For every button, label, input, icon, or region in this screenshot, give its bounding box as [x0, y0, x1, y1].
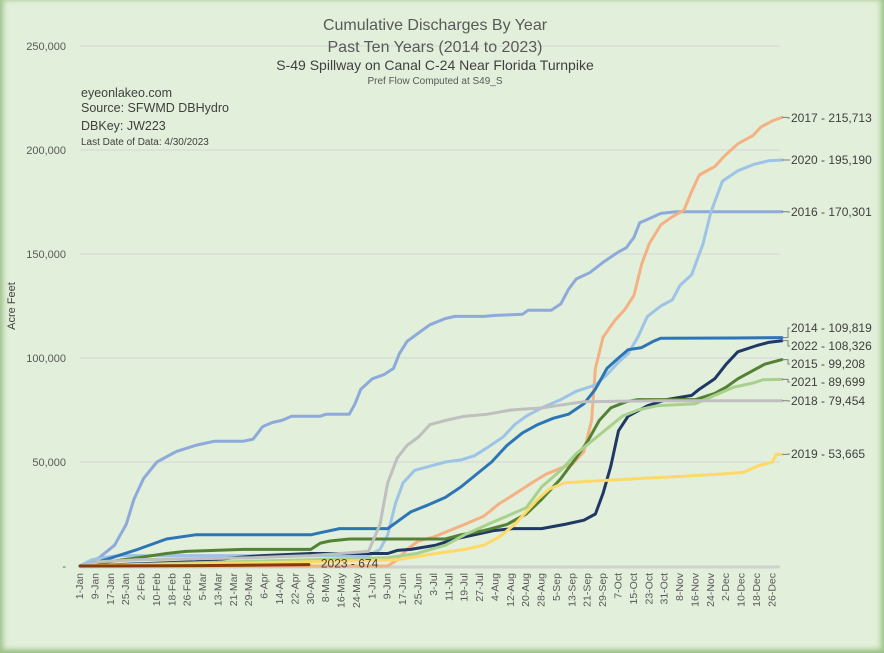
- x-tick-label: 26-Feb: [182, 573, 194, 606]
- x-tick-label: 23-Oct: [643, 573, 655, 605]
- series-line-2023: [78, 563, 311, 568]
- x-tick-label: 19-Jul: [459, 573, 471, 602]
- y-tick-label: 250,000: [26, 41, 66, 53]
- x-tick-label: 24-May: [351, 572, 363, 608]
- x-axis-ticks: 1-Jan 9-Jan 17-Jan 25-Jan 2-Feb 10-Feb 18-Feb 2…: [74, 572, 778, 608]
- x-tick-label: 8-May: [320, 572, 332, 602]
- x-tick-label: 14-Apr: [274, 572, 286, 604]
- leader-line: [782, 378, 790, 383]
- x-tick-label: 2-Dec: [720, 573, 732, 601]
- series-end-labels: 2016 - 170,301 2017 - 215,713 2020 - 195,1…: [321, 111, 872, 571]
- x-tick-label: 24-Nov: [705, 572, 717, 607]
- leader-line: [782, 340, 790, 347]
- x-tick-label: 13-Sep: [566, 573, 578, 607]
- x-tick-label: 30-Apr: [305, 572, 317, 604]
- y-tick-label: 150,000: [26, 249, 66, 261]
- chart-title: Cumulative Discharges By Year: [323, 17, 548, 34]
- y-tick-label: 200,000: [26, 145, 66, 157]
- leader-line: [782, 327, 790, 339]
- series-label-2019: 2019 - 53,665: [791, 447, 865, 461]
- series-line-2016: [78, 210, 784, 568]
- series-label-2023: 2023 - 674: [321, 557, 379, 571]
- x-tick-label: 10-Feb: [151, 573, 163, 606]
- x-tick-label: 15-Oct: [628, 573, 640, 605]
- x-tick-label: 16-Nov: [689, 572, 701, 607]
- chart-subtitle: S-49 Spillway on Canal C-24 Near Florida…: [276, 57, 594, 73]
- series-label-2014: 2014 - 109,819: [791, 321, 872, 335]
- x-tick-label: 4-Aug: [489, 573, 501, 601]
- annotation-website: eyeonlakeo.com: [81, 86, 172, 100]
- x-tick-label: 9-Jan: [89, 573, 101, 599]
- y-tick-label: 100,000: [26, 353, 66, 365]
- series-label-2020: 2020 - 195,190: [791, 153, 872, 167]
- x-tick-label: 5-Mar: [197, 572, 209, 600]
- x-tick-label: 21-Sep: [582, 573, 594, 607]
- series-line-2018: [78, 399, 784, 568]
- x-tick-label: 26-Dec: [766, 573, 778, 607]
- series-label-2022: 2022 - 108,326: [791, 339, 872, 353]
- series-label-2018: 2018 - 79,454: [791, 394, 865, 408]
- series-label-2021: 2021 - 89,699: [791, 375, 865, 389]
- x-tick-label: 6-Apr: [259, 573, 271, 599]
- y-axis-label: Acre Feet: [6, 282, 18, 330]
- x-tick-label: 29-Sep: [597, 573, 609, 607]
- y-tick-label: -: [62, 561, 66, 573]
- gridlines: [80, 45, 780, 569]
- chart-subtitle2: Pref Flow Computed at S49_S: [367, 76, 502, 87]
- chart-title-line2: Past Ten Years (2014 to 2023): [328, 39, 543, 56]
- x-tick-label: 27-Jul: [474, 573, 486, 602]
- x-tick-label: 10-Dec: [736, 573, 748, 607]
- annotation-last-date: Last Date of Data: 4/30/2023: [81, 137, 209, 148]
- x-tick-label: 29-Mar: [243, 573, 255, 607]
- x-tick-label: 13-Mar: [212, 573, 224, 607]
- x-tick-label: 18-Feb: [166, 573, 178, 606]
- x-tick-label: 3-Jul: [428, 573, 440, 596]
- x-tick-label: 20-Aug: [520, 573, 532, 607]
- series-label-2017: 2017 - 215,713: [791, 111, 872, 125]
- y-axis-ticks: - 50,000 100,000 150,000 200,000 250,000: [26, 41, 66, 573]
- x-tick-label: 11-Jul: [443, 573, 455, 601]
- series-label-2015: 2015 - 99,208: [791, 357, 865, 371]
- x-tick-label: 5-Sep: [551, 573, 563, 601]
- x-tick-label: 12-Aug: [505, 573, 517, 607]
- x-tick-label: 18-Dec: [751, 573, 763, 607]
- series-line-2022: [78, 339, 784, 568]
- series-line-2017: [78, 115, 784, 568]
- x-tick-label: 9-Jun: [382, 573, 394, 599]
- annotation-source: Source: SFWMD DBHydro: [81, 101, 229, 115]
- x-tick-label: 17-Jun: [397, 573, 409, 605]
- x-tick-label: 17-Jan: [105, 573, 117, 605]
- x-tick-label: 25-Jan: [120, 573, 132, 605]
- annotation-dbkey: DBKey: JW223: [81, 119, 166, 133]
- x-tick-label: 28-Aug: [536, 573, 548, 607]
- y-tick-label: 50,000: [32, 457, 66, 469]
- leader-line: [782, 116, 790, 119]
- x-tick-label: 2-Feb: [136, 573, 148, 601]
- x-tick-label: 22-Apr: [289, 572, 301, 604]
- x-tick-label: 1-Jan: [74, 573, 86, 599]
- series-line-2019: [78, 452, 784, 568]
- series-lines: [78, 115, 784, 568]
- x-tick-label: 1-Jun: [366, 573, 378, 599]
- leader-line: [782, 359, 790, 365]
- x-tick-label: 7-Oct: [613, 573, 625, 599]
- x-tick-label: 8-Nov: [674, 572, 686, 601]
- series-label-2016: 2016 - 170,301: [791, 205, 872, 219]
- series-line-2014: [78, 336, 784, 568]
- series-line-2021: [78, 377, 784, 568]
- x-tick-label: 31-Oct: [659, 573, 671, 605]
- x-tick-label: 21-Mar: [228, 573, 240, 607]
- x-tick-label: 16-May: [336, 572, 348, 608]
- x-tick-label: 25-Jun: [412, 573, 424, 605]
